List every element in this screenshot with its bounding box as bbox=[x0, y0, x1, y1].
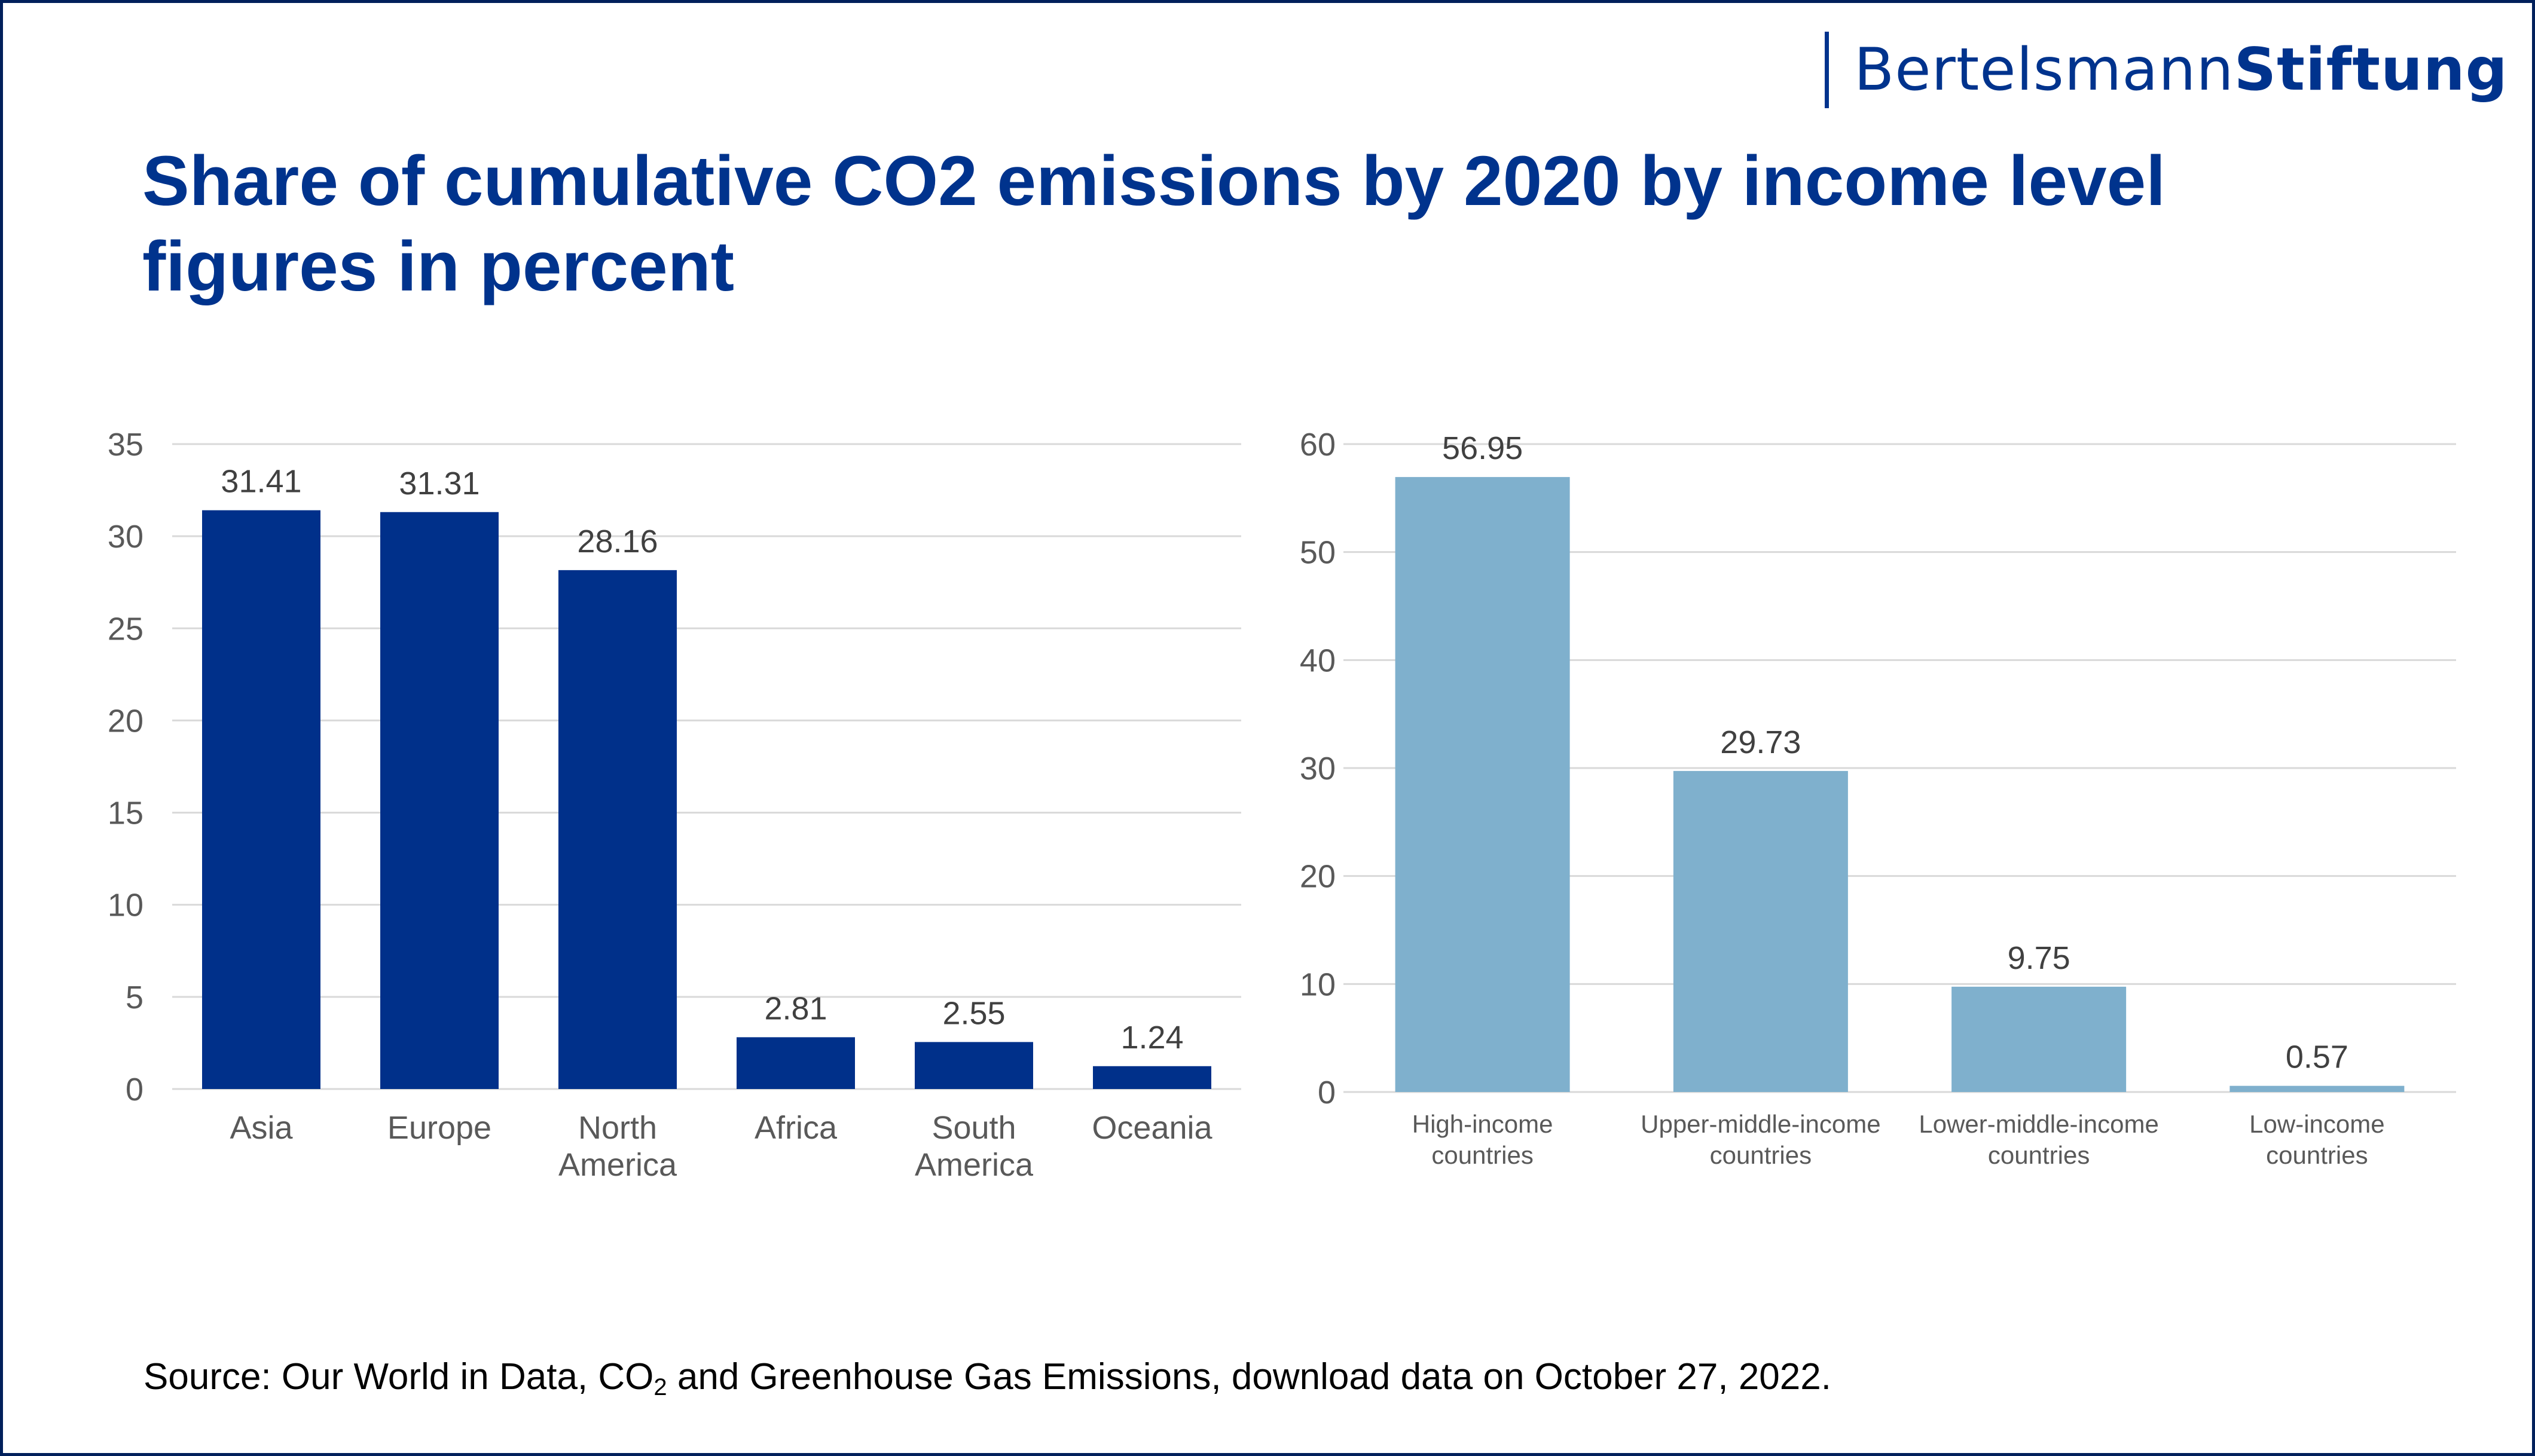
logo-regular: Bertelsmann bbox=[1854, 36, 2234, 104]
bertelsmann-stiftung-logo: BertelsmannStiftung bbox=[1825, 31, 2508, 109]
source-prefix: Source: Our World in Data, CO bbox=[143, 1356, 654, 1397]
source-note: Source: Our World in Data, CO2 and Green… bbox=[143, 1356, 1831, 1401]
source-suffix: and Greenhouse Gas Emissions, download d… bbox=[667, 1356, 1831, 1397]
title-line-1: Share of cumulative CO2 emissions by 202… bbox=[142, 142, 2166, 221]
logo-text: BertelsmannStiftung bbox=[1854, 41, 2508, 99]
logo-divider bbox=[1825, 32, 1829, 108]
logo-bold: Stiftung bbox=[2234, 36, 2508, 104]
source-subscript: 2 bbox=[653, 1374, 667, 1400]
title-line-2: figures in percent bbox=[142, 227, 735, 306]
page-title: Share of cumulative CO2 emissions by 202… bbox=[142, 139, 2166, 310]
